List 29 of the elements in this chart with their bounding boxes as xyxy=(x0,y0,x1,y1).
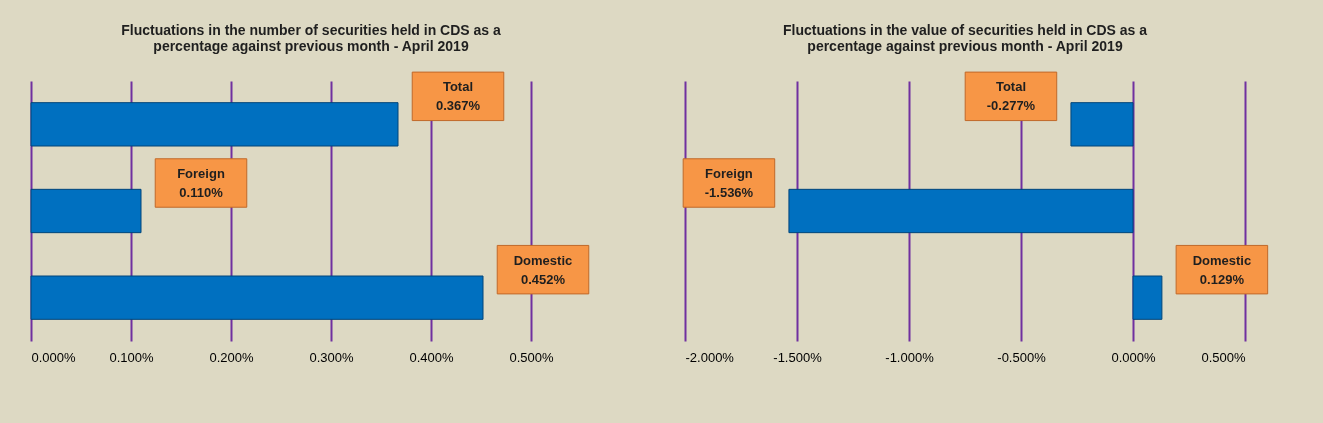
chart-title: Fluctuations in the value of securities held in CDS as a percentage against previous month - April 2019 xyxy=(782,22,1148,55)
y-tick-label: Foreign xyxy=(705,166,753,181)
bar xyxy=(30,188,142,234)
x-tick-label: 0.000% xyxy=(1111,349,1156,365)
y-tick-label: Total xyxy=(995,79,1026,95)
text: 0.367% xyxy=(435,98,481,114)
y-tick-label: Foreign xyxy=(177,166,225,181)
y-tick-label: Domestic xyxy=(513,252,573,268)
x-tick-label: 0.500% xyxy=(509,349,554,365)
text: -0.277% xyxy=(986,98,1036,114)
bar xyxy=(30,102,399,147)
x-tick-label: -1.000% xyxy=(885,349,935,365)
bar xyxy=(30,275,484,320)
y-tick-label: Total xyxy=(442,79,474,95)
x-tick-label: 0.100% xyxy=(109,349,154,365)
x-tick-label: 0.500% xyxy=(1201,349,1246,365)
x-tick-label: -0.500% xyxy=(997,349,1047,365)
text: 0.110% xyxy=(179,185,223,200)
x-tick-label: 0.000% xyxy=(31,349,77,365)
x-tick-label: -1.500% xyxy=(773,349,823,365)
text: 0.129% xyxy=(1199,271,1244,287)
text: -1.536% xyxy=(704,185,754,200)
x-tick-label: 0.300% xyxy=(309,349,354,365)
x-tick-label: 0.400% xyxy=(409,349,454,365)
y-tick-label: Domestic xyxy=(1192,252,1252,268)
x-tick-label: 0.200% xyxy=(209,349,254,365)
chart-title: Fluctuations in the number of securities held in CDS as a percentage against previous month - April 2019 xyxy=(121,22,502,55)
text: 0.452% xyxy=(520,271,566,287)
x-tick-label: -2.000% xyxy=(685,349,735,365)
